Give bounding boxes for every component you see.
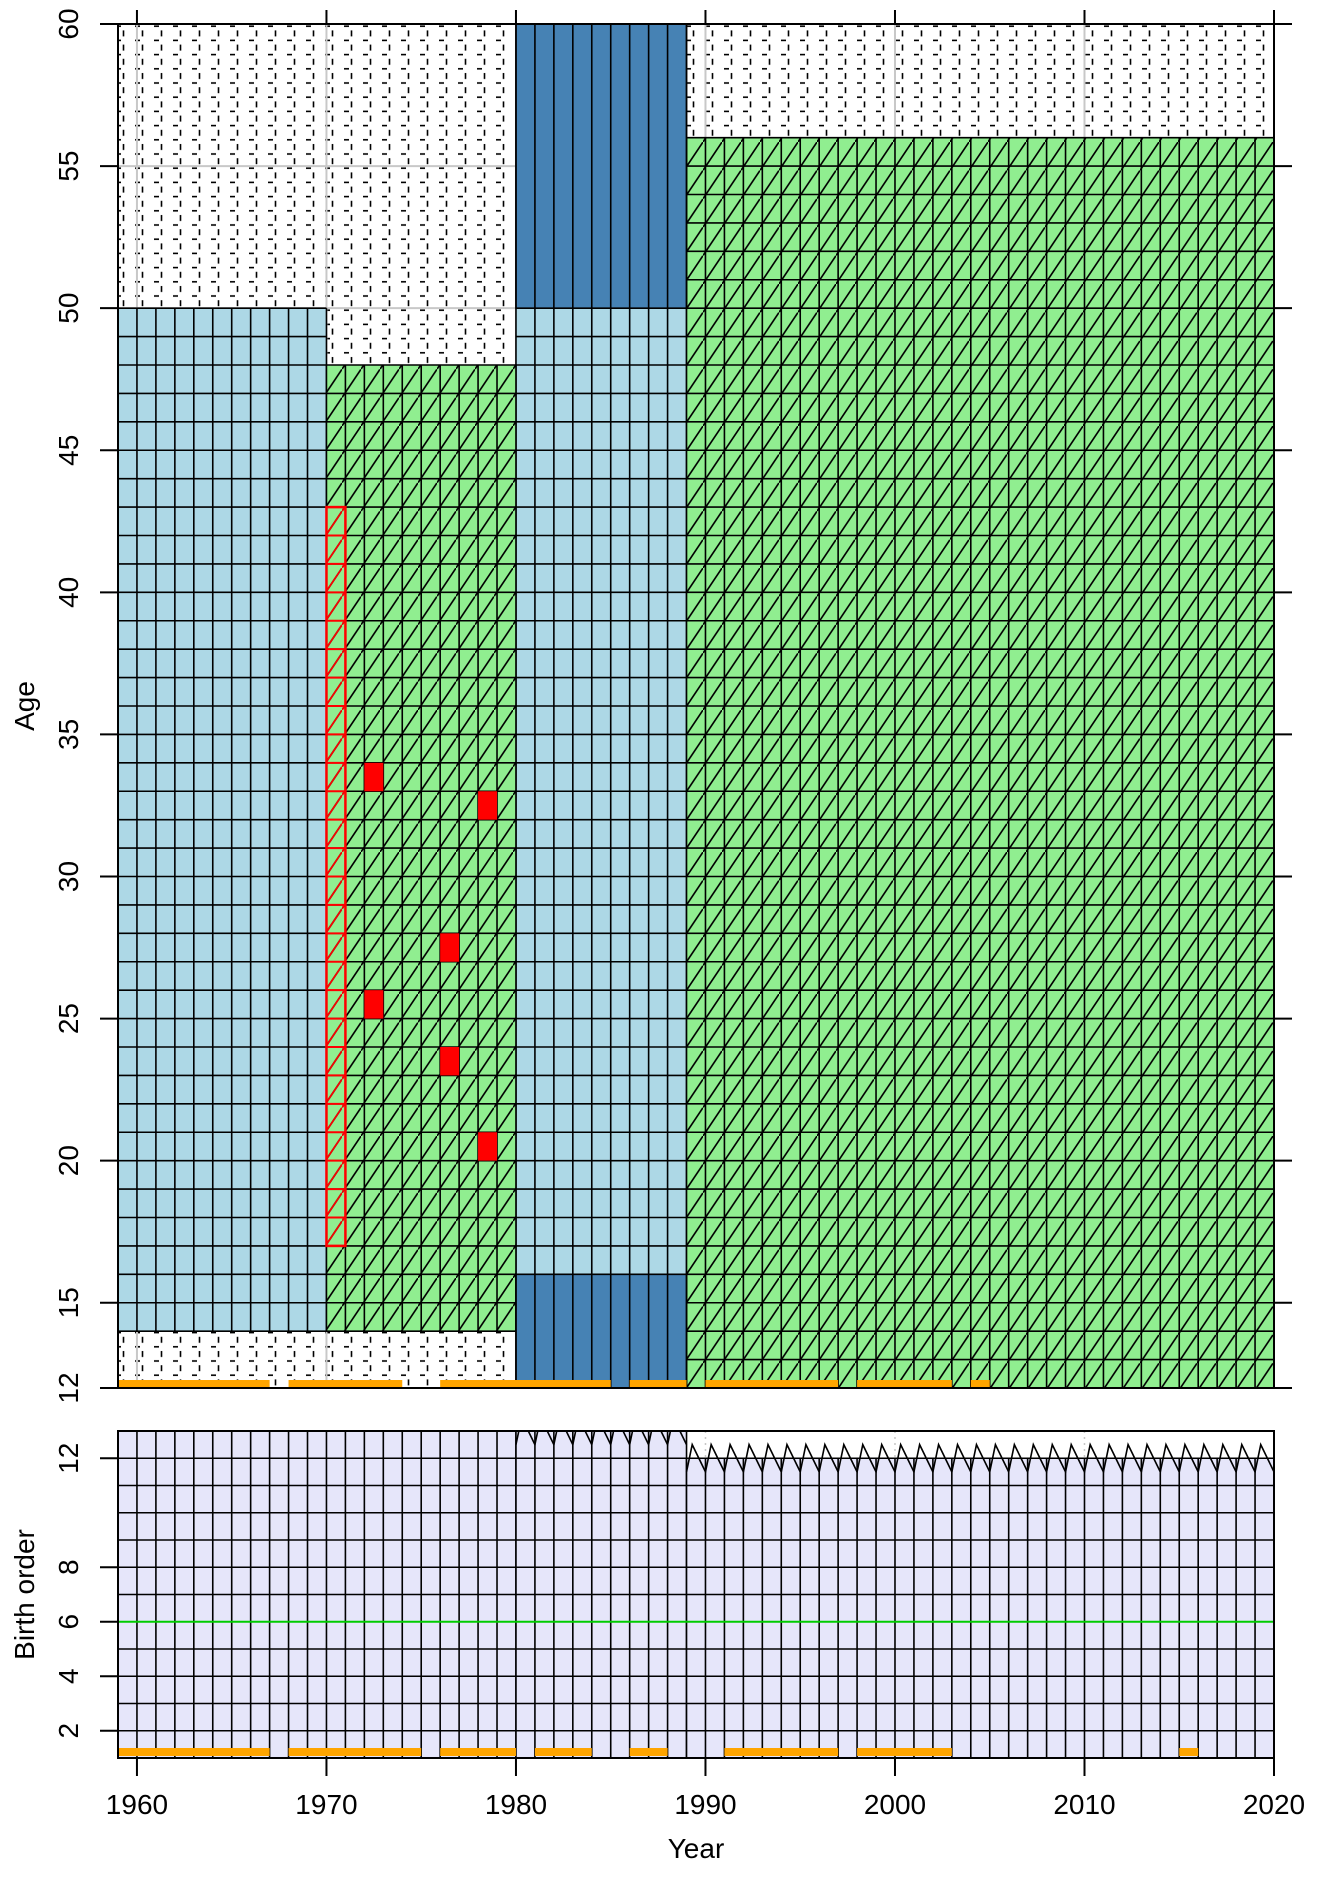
flagged-cell: [478, 1132, 498, 1161]
flagged-cell: [364, 762, 384, 792]
survey-span: [629, 1380, 687, 1388]
x-axis-label-year: Year: [668, 1833, 725, 1864]
y-tick-label: 12: [53, 1443, 84, 1474]
y-tick-label: 35: [53, 719, 84, 750]
modelled-hatch: [326, 365, 516, 1332]
survey-span: [857, 1748, 952, 1756]
y-tick-label: 12: [53, 1372, 84, 1403]
flagged-cell: [440, 933, 460, 962]
survey-span: [440, 1380, 611, 1388]
age-panel-plot: [118, 24, 1274, 1388]
flagged-cell: [364, 990, 384, 1019]
survey-span: [534, 1748, 592, 1756]
x-tick-label: 1960: [106, 1789, 168, 1820]
y-tick-label: 20: [53, 1145, 84, 1176]
y-tick-label: 55: [53, 151, 84, 182]
birth-order-frame: [117, 1430, 1275, 1759]
flagged-cell: [440, 1047, 460, 1076]
survey-span: [724, 1748, 839, 1756]
y-axis-label-birth-order: Birth order: [9, 1529, 40, 1660]
y-axis-label-age: Age: [9, 681, 40, 731]
y-tick-label: 15: [53, 1287, 84, 1318]
census-block: [515, 24, 688, 309]
birth-order-panel: 2 4 6 8 12 1960 1970 1980 1990 2000 2010 2020: [53, 1430, 1305, 1820]
y-tick-label: 25: [53, 1003, 84, 1034]
survey-span: [705, 1380, 839, 1388]
census-block: [515, 1273, 688, 1388]
birth-order-plot: [118, 1431, 1274, 1758]
y-tick-label: 4: [53, 1668, 84, 1684]
survey-span: [629, 1748, 668, 1756]
survey-span: [118, 1380, 270, 1388]
y-tick-label: 45: [53, 435, 84, 466]
open-category-edge: [685, 1442, 1274, 1475]
age-panel: 12 15 20 25 30 35 40 45 50 55 60: [53, 8, 1292, 1404]
y-tick-label: 60: [53, 8, 84, 39]
survey-span: [970, 1380, 990, 1388]
survey-span: [857, 1380, 952, 1388]
survey-span: [440, 1748, 516, 1756]
survey-span: [1179, 1748, 1199, 1756]
x-tick-label: 1980: [485, 1789, 547, 1820]
birth-order-block: [686, 1458, 1274, 1758]
age-panel-frame: [117, 23, 1275, 1389]
survey-span: [288, 1748, 422, 1756]
y-tick-label: 8: [53, 1559, 84, 1575]
x-tick-label: 1970: [295, 1789, 357, 1820]
x-tick-label: 1990: [674, 1789, 736, 1820]
y-tick-label: 6: [53, 1614, 84, 1630]
survey-span: [288, 1380, 403, 1388]
y-tick-label: 40: [53, 577, 84, 608]
x-tick-label: 2000: [864, 1789, 926, 1820]
x-tick-label: 2020: [1243, 1789, 1305, 1820]
y-tick-label: 50: [53, 293, 84, 324]
modelled-hatch: [686, 137, 1274, 1388]
flagged-cell: [478, 791, 498, 820]
survey-span: [118, 1748, 270, 1756]
y-tick-label: 30: [53, 861, 84, 892]
x-tick-label: 2010: [1053, 1789, 1115, 1820]
y-tick-label: 2: [53, 1723, 84, 1739]
